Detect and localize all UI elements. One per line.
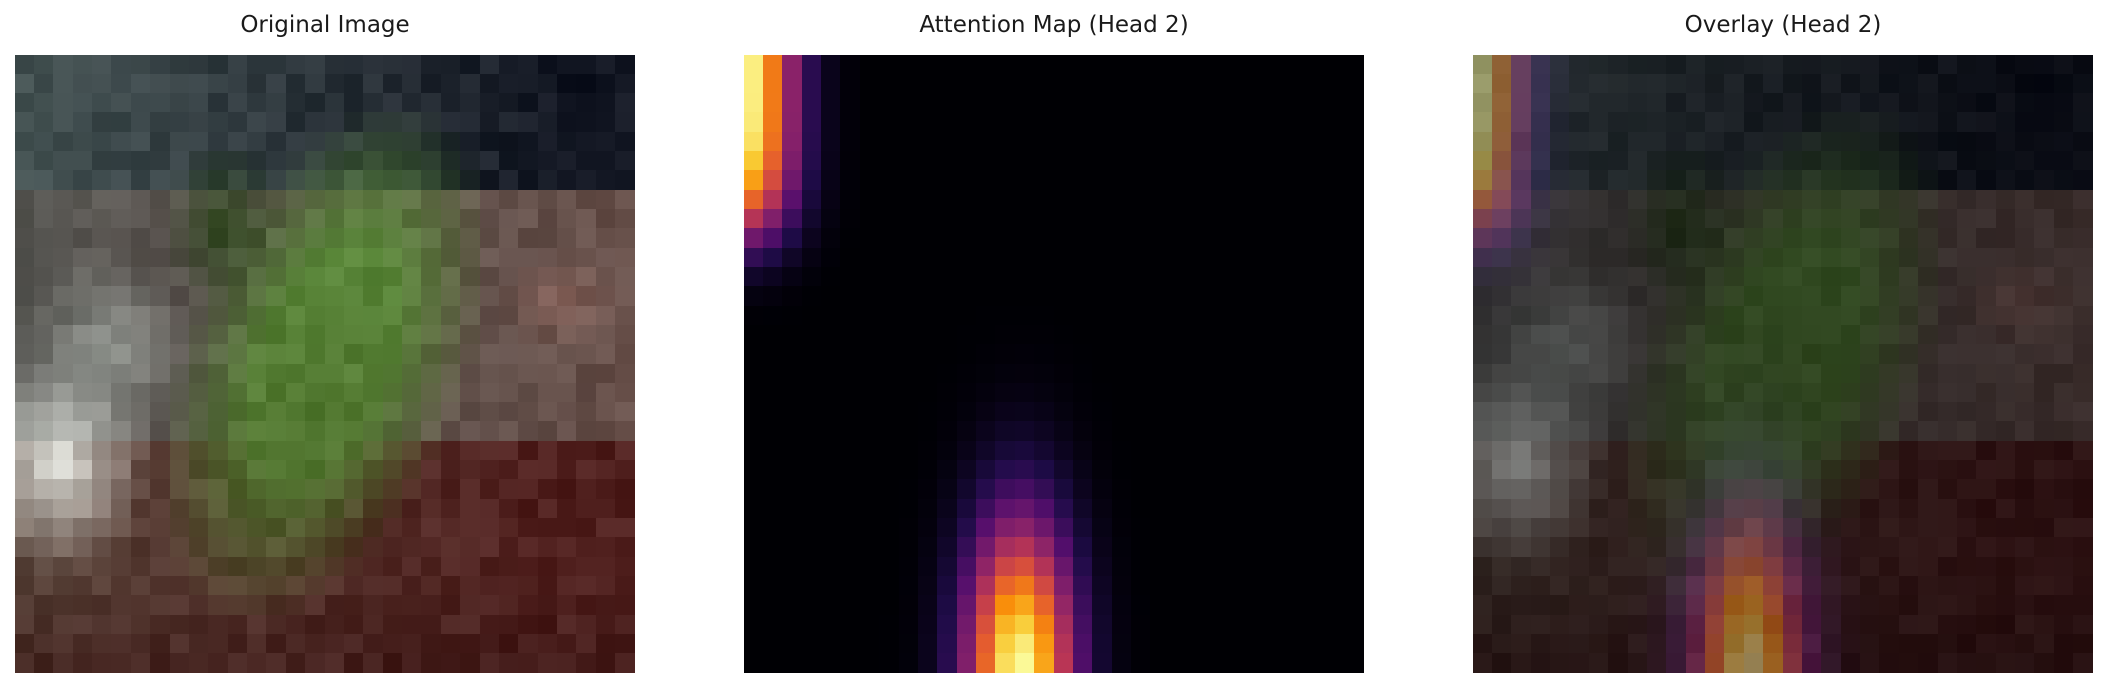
original-image	[15, 55, 635, 673]
overlay-image	[1473, 55, 2093, 673]
original-image-panel: Original Image	[15, 0, 635, 688]
attention-map-title: Attention Map (Head 2)	[919, 12, 1189, 38]
overlay-panel: Overlay (Head 2)	[1473, 0, 2093, 688]
overlay-title: Overlay (Head 2)	[1684, 12, 1882, 38]
attention-map-panel: Attention Map (Head 2)	[744, 0, 1364, 688]
original-image-title: Original Image	[240, 12, 410, 38]
attention-heatmap	[744, 55, 1364, 673]
